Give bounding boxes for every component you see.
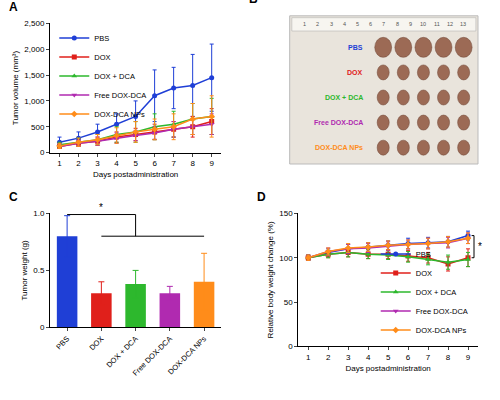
svg-text:2,000: 2,000	[24, 45, 45, 54]
svg-text:1: 1	[57, 159, 62, 168]
svg-text:0.5: 0.5	[33, 266, 45, 275]
svg-text:9: 9	[409, 21, 412, 27]
svg-text:5: 5	[356, 21, 359, 27]
svg-text:7: 7	[171, 159, 176, 168]
svg-text:DOX + DCA: DOX + DCA	[105, 334, 140, 369]
svg-text:4: 4	[114, 159, 119, 168]
svg-text:DOX-DCA NPs: DOX-DCA NPs	[94, 110, 145, 119]
svg-text:150: 150	[279, 209, 293, 218]
svg-text:500: 500	[31, 123, 45, 132]
svg-text:0: 0	[40, 148, 45, 157]
svg-text:3: 3	[346, 353, 351, 362]
svg-text:2,500: 2,500	[24, 19, 45, 28]
svg-text:5: 5	[133, 159, 138, 168]
svg-text:*: *	[99, 202, 103, 213]
svg-text:Days postadministration: Days postadministration	[345, 364, 430, 373]
svg-text:50: 50	[284, 298, 293, 307]
svg-text:PBS: PBS	[348, 44, 363, 51]
svg-text:6: 6	[406, 353, 411, 362]
svg-text:7: 7	[426, 353, 431, 362]
svg-text:1: 1	[306, 353, 311, 362]
svg-text:Relative body weight change (%: Relative body weight change (%)	[266, 221, 275, 338]
svg-text:DOX + DCA: DOX + DCA	[325, 94, 363, 101]
svg-text:6: 6	[369, 21, 372, 27]
svg-text:Free DOX-DCA: Free DOX-DCA	[131, 334, 174, 377]
svg-text:2: 2	[76, 159, 81, 168]
svg-text:DOX: DOX	[347, 69, 363, 76]
svg-text:0: 0	[288, 342, 293, 351]
svg-text:0: 0	[40, 323, 45, 332]
svg-text:10: 10	[420, 21, 426, 27]
svg-text:DOX + DCA: DOX + DCA	[416, 288, 457, 297]
svg-text:1.0: 1.0	[33, 209, 45, 218]
svg-text:11: 11	[434, 21, 440, 27]
svg-text:DOX: DOX	[416, 269, 432, 278]
svg-text:Free DOX-DCA: Free DOX-DCA	[94, 91, 146, 100]
svg-text:Days postadministration: Days postadministration	[93, 170, 178, 179]
svg-text:3: 3	[95, 159, 100, 168]
svg-text:DOX + DCA: DOX + DCA	[94, 72, 135, 81]
svg-text:8: 8	[446, 353, 451, 362]
svg-text:7: 7	[382, 21, 385, 27]
svg-text:PBS: PBS	[94, 34, 109, 43]
svg-text:4: 4	[366, 353, 371, 362]
svg-text:6: 6	[152, 159, 157, 168]
svg-text:1,500: 1,500	[24, 71, 45, 80]
svg-text:Free DOX-DCA: Free DOX-DCA	[416, 307, 468, 316]
svg-text:12: 12	[447, 21, 453, 27]
svg-text:1: 1	[303, 21, 306, 27]
svg-text:1,000: 1,000	[24, 97, 45, 106]
svg-text:C: C	[9, 190, 18, 204]
svg-text:4: 4	[343, 21, 346, 27]
svg-text:9: 9	[466, 353, 471, 362]
svg-text:PBS: PBS	[416, 250, 431, 259]
svg-text:D: D	[257, 190, 266, 204]
svg-text:PBS: PBS	[54, 334, 71, 351]
svg-text:DOX-DCA NPs: DOX-DCA NPs	[166, 334, 208, 376]
svg-text:*: *	[478, 241, 482, 252]
svg-text:9: 9	[209, 159, 214, 168]
svg-text:B: B	[249, 0, 258, 6]
svg-text:Tumor weight (g): Tumor weight (g)	[20, 240, 29, 301]
svg-text:2: 2	[326, 353, 331, 362]
svg-text:DOX-DCA NPs: DOX-DCA NPs	[416, 326, 467, 335]
svg-text:13: 13	[460, 21, 466, 27]
svg-text:8: 8	[396, 21, 399, 27]
svg-text:2: 2	[316, 21, 319, 27]
svg-text:100: 100	[279, 254, 293, 263]
svg-text:DOX: DOX	[94, 53, 110, 62]
svg-text:5: 5	[386, 353, 391, 362]
svg-text:A: A	[9, 0, 18, 14]
svg-text:DOX-DCA NPs: DOX-DCA NPs	[315, 144, 363, 151]
svg-text:Free DOX-DCA: Free DOX-DCA	[314, 119, 363, 126]
svg-text:3: 3	[330, 21, 333, 27]
svg-text:DOX: DOX	[88, 334, 106, 352]
svg-text:8: 8	[190, 159, 195, 168]
svg-text:Tumor volume (mm³): Tumor volume (mm³)	[11, 50, 20, 125]
